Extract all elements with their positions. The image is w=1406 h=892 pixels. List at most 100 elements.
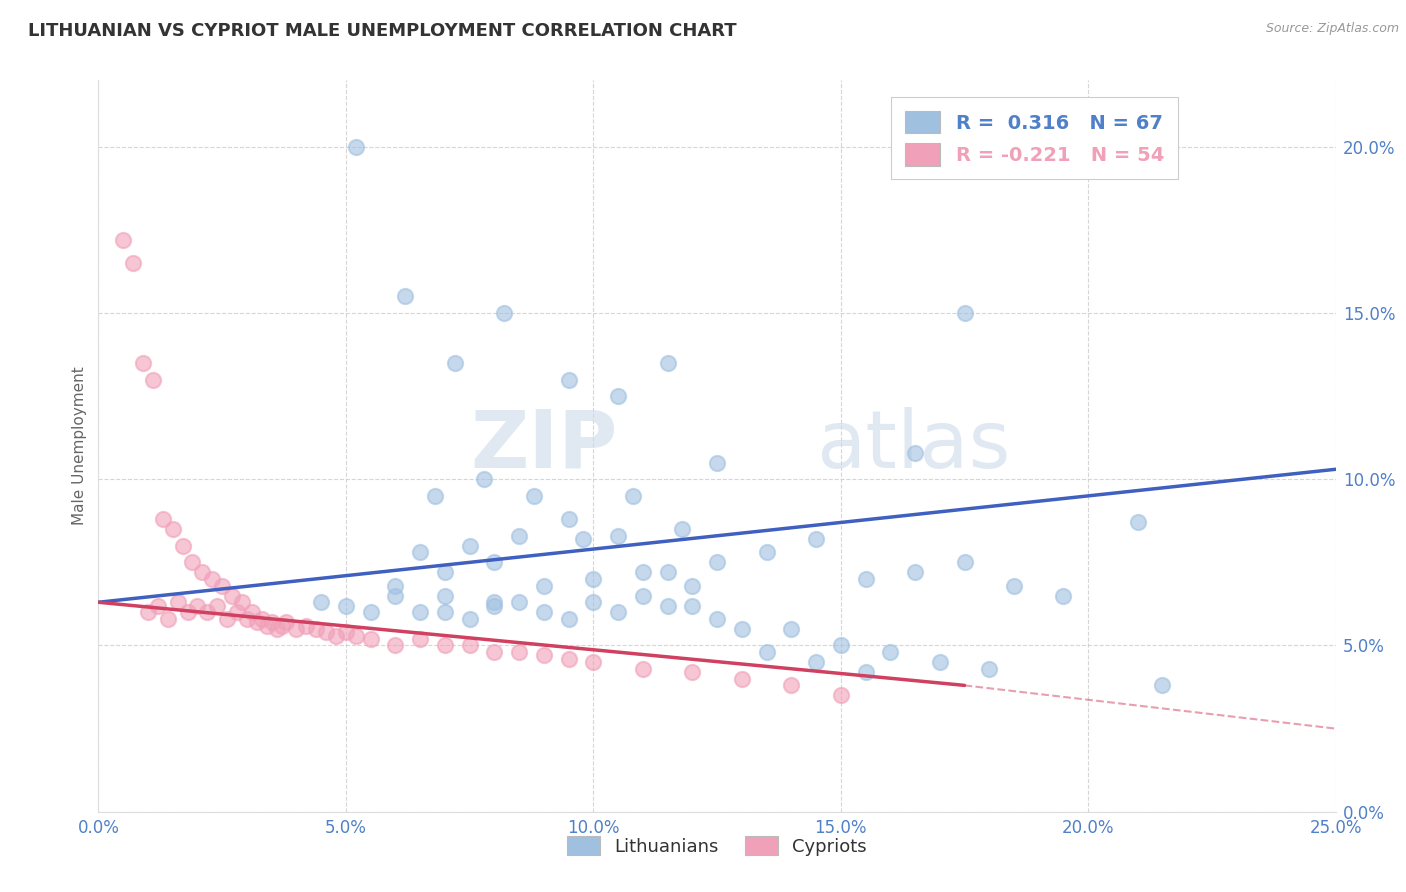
- Point: [582, 572, 605, 586]
- Point: [276, 615, 298, 630]
- Point: [309, 595, 332, 609]
- Point: [409, 545, 432, 559]
- Point: [394, 289, 416, 303]
- Point: [681, 599, 703, 613]
- Point: [122, 256, 145, 270]
- Point: [1126, 516, 1149, 530]
- Point: [285, 622, 308, 636]
- Point: [855, 665, 877, 679]
- Point: [523, 489, 546, 503]
- Point: [1152, 678, 1174, 692]
- Point: [533, 579, 555, 593]
- Text: atlas: atlas: [815, 407, 1011, 485]
- Point: [706, 456, 728, 470]
- Point: [181, 555, 204, 569]
- Legend: Lithuanians, Cypriots: Lithuanians, Cypriots: [558, 828, 876, 865]
- Point: [474, 472, 496, 486]
- Point: [1002, 579, 1025, 593]
- Point: [657, 566, 679, 580]
- Point: [904, 445, 927, 459]
- Point: [879, 645, 901, 659]
- Point: [186, 599, 208, 613]
- Point: [360, 632, 382, 646]
- Point: [671, 522, 693, 536]
- Point: [533, 648, 555, 663]
- Text: ZIP: ZIP: [471, 407, 619, 485]
- Point: [557, 512, 579, 526]
- Point: [731, 622, 754, 636]
- Point: [384, 579, 406, 593]
- Point: [1052, 589, 1074, 603]
- Point: [142, 372, 165, 386]
- Point: [804, 655, 827, 669]
- Point: [384, 639, 406, 653]
- Point: [205, 599, 228, 613]
- Point: [830, 639, 852, 653]
- Point: [132, 356, 155, 370]
- Point: [855, 572, 877, 586]
- Point: [433, 566, 456, 580]
- Point: [325, 628, 347, 642]
- Point: [112, 233, 135, 247]
- Point: [360, 605, 382, 619]
- Y-axis label: Male Unemployment: Male Unemployment: [72, 367, 87, 525]
- Point: [572, 532, 595, 546]
- Point: [162, 522, 184, 536]
- Point: [706, 555, 728, 569]
- Text: LITHUANIAN VS CYPRIOT MALE UNEMPLOYMENT CORRELATION CHART: LITHUANIAN VS CYPRIOT MALE UNEMPLOYMENT …: [28, 22, 737, 40]
- Point: [657, 356, 679, 370]
- Point: [146, 599, 169, 613]
- Point: [582, 595, 605, 609]
- Point: [136, 605, 159, 619]
- Point: [706, 612, 728, 626]
- Point: [681, 579, 703, 593]
- Point: [172, 539, 194, 553]
- Point: [631, 566, 654, 580]
- Point: [508, 529, 530, 543]
- Point: [804, 532, 827, 546]
- Point: [201, 572, 224, 586]
- Point: [240, 605, 263, 619]
- Point: [260, 615, 283, 630]
- Point: [344, 628, 367, 642]
- Point: [979, 662, 1001, 676]
- Point: [409, 632, 432, 646]
- Point: [266, 622, 288, 636]
- Point: [221, 589, 243, 603]
- Point: [953, 555, 976, 569]
- Point: [191, 566, 214, 580]
- Point: [256, 618, 278, 632]
- Point: [211, 579, 233, 593]
- Point: [631, 662, 654, 676]
- Point: [631, 589, 654, 603]
- Point: [152, 512, 174, 526]
- Point: [458, 539, 481, 553]
- Point: [508, 645, 530, 659]
- Point: [409, 605, 432, 619]
- Point: [270, 618, 292, 632]
- Point: [458, 612, 481, 626]
- Point: [433, 605, 456, 619]
- Point: [731, 672, 754, 686]
- Point: [443, 356, 465, 370]
- Point: [582, 655, 605, 669]
- Point: [904, 566, 927, 580]
- Point: [335, 599, 357, 613]
- Point: [928, 655, 950, 669]
- Point: [681, 665, 703, 679]
- Point: [780, 622, 803, 636]
- Point: [433, 589, 456, 603]
- Point: [484, 595, 506, 609]
- Point: [250, 612, 273, 626]
- Point: [533, 605, 555, 619]
- Point: [484, 599, 506, 613]
- Point: [195, 605, 218, 619]
- Point: [226, 605, 249, 619]
- Point: [607, 529, 630, 543]
- Point: [830, 689, 852, 703]
- Point: [305, 622, 328, 636]
- Point: [953, 306, 976, 320]
- Point: [755, 645, 778, 659]
- Point: [557, 652, 579, 666]
- Point: [557, 612, 579, 626]
